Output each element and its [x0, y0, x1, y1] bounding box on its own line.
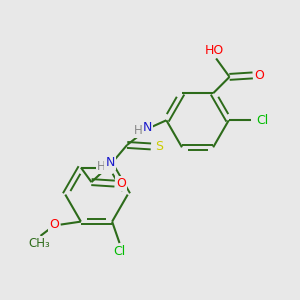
Text: S: S: [155, 140, 163, 153]
Text: O: O: [49, 218, 59, 231]
Text: N: N: [106, 156, 115, 169]
Text: Cl: Cl: [256, 114, 268, 127]
Text: Cl: Cl: [113, 245, 126, 258]
Text: CH₃: CH₃: [28, 237, 50, 250]
Text: O: O: [116, 177, 126, 190]
Text: H: H: [97, 160, 106, 173]
Text: N: N: [142, 121, 152, 134]
Text: H: H: [134, 124, 143, 136]
Text: HO: HO: [205, 44, 224, 57]
Text: O: O: [254, 69, 264, 82]
